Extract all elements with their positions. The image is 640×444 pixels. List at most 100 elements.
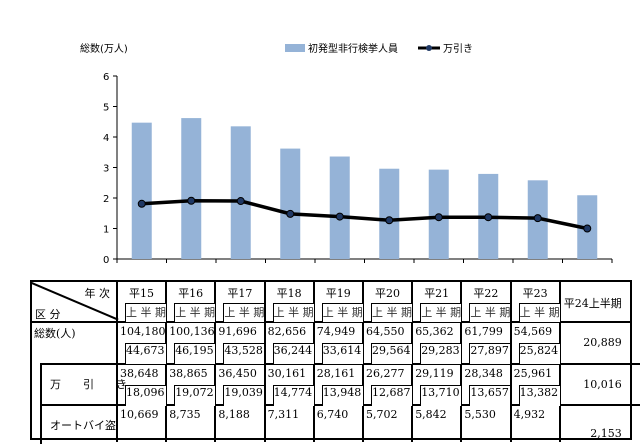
full-year-value: 5,842: [415, 408, 447, 421]
full-year-value: 30,161: [267, 367, 307, 380]
year-header: 平19: [325, 287, 351, 300]
column-divider: [460, 282, 463, 442]
y-tick-label: 1: [103, 225, 109, 236]
bar: [181, 118, 202, 259]
half-year-value: 19,039: [223, 385, 265, 406]
half-year-value: 13,948: [321, 385, 363, 406]
year-header: 平16: [178, 287, 204, 300]
full-year-value: 74,949: [316, 325, 356, 338]
full-year-value: 6,740: [316, 408, 349, 421]
column-divider: [116, 282, 118, 442]
year-header: 平17: [227, 287, 253, 300]
full-year-value: 7,311: [267, 408, 300, 421]
year-header: 平22: [473, 287, 499, 300]
column-divider: [558, 282, 561, 442]
column-divider: [411, 282, 414, 442]
half-period-header: 上 半 期: [272, 303, 314, 322]
half-year-value: 18,096: [125, 385, 166, 406]
row-divider: [40, 363, 640, 365]
y-tick-label: 3: [103, 164, 109, 175]
line-point: [236, 197, 245, 206]
line-point: [187, 196, 196, 205]
line-point: [484, 213, 493, 222]
bar: [379, 168, 400, 259]
row-divider: [32, 321, 632, 323]
line-point: [335, 212, 344, 221]
half-period-header: 上 半 期: [371, 303, 412, 322]
bar: [329, 156, 350, 259]
full-year-value: 26,277: [366, 367, 405, 380]
legend-line-label: 万引き: [443, 43, 473, 55]
half-year-value: 19,072: [174, 385, 216, 406]
year-header: 平15: [129, 287, 154, 300]
full-year-value: 64,550: [366, 325, 405, 338]
full-year-value: 28,348: [464, 367, 503, 380]
column-divider: [312, 282, 315, 442]
half-period-header: 上 半 期: [223, 303, 265, 322]
half-year-value: 12,687: [371, 385, 412, 406]
full-year-value: 5,530: [464, 408, 496, 421]
y-tick-label: 2: [103, 194, 109, 205]
legend-bar-swatch: [285, 44, 305, 52]
column-divider: [214, 282, 217, 442]
half-year-value: 36,244: [272, 343, 314, 364]
line-point: [286, 209, 295, 218]
column-divider: [362, 282, 364, 442]
last-column-header: 平24上半期: [563, 297, 622, 310]
column-divider: [165, 282, 168, 442]
last-column-value: 20,889: [583, 336, 622, 349]
half-year-value: 25,824: [518, 343, 560, 364]
half-period-header: 上 半 期: [518, 303, 560, 322]
half-period-header: 上 半 期: [420, 303, 462, 322]
full-year-value: 28,161: [316, 367, 356, 380]
full-year-value: 91,696: [218, 325, 257, 338]
half-year-value: 43,528: [223, 343, 265, 364]
half-year-value: 29,283: [420, 343, 462, 364]
line-point: [137, 199, 146, 208]
half-year-value: 13,657: [469, 385, 511, 406]
y-tick-label: 0: [103, 255, 109, 266]
y-axis-label: 総数(万人): [80, 42, 128, 55]
legend: 初発型非行検挙人員 万引き: [285, 42, 473, 55]
year-header: 平21: [424, 287, 450, 300]
row-label: オートバイ盗: [50, 419, 116, 432]
y-tick-label: 6: [103, 72, 109, 83]
half-period-header: 上 半 期: [125, 303, 166, 322]
half-year-value: 13,710: [420, 385, 462, 406]
row-label: 万 引 き: [50, 378, 127, 391]
year-header: 平20: [375, 287, 400, 300]
line-point: [385, 216, 394, 225]
y-tick-label: 5: [103, 103, 109, 114]
legend-line-marker: [426, 45, 432, 51]
full-year-value: 65,362: [415, 325, 454, 338]
half-period-header: 上 半 期: [321, 303, 363, 322]
column-divider: [263, 282, 266, 442]
half-year-value: 33,614: [321, 343, 363, 364]
half-year-value: 14,774: [272, 385, 314, 406]
full-year-value: 54,569: [513, 325, 553, 338]
bar: [131, 122, 152, 259]
last-column-value: 2,153: [590, 427, 622, 440]
line-point: [434, 213, 443, 222]
half-period-header: 上 半 期: [469, 303, 511, 322]
bar: [230, 126, 251, 259]
bar: [280, 148, 301, 259]
full-year-value: 38,865: [169, 367, 208, 380]
full-year-value: 5,702: [366, 408, 398, 421]
half-year-value: 27,897: [469, 343, 511, 364]
row-label: 総数(人): [34, 327, 76, 340]
half-year-value: 13,382: [518, 385, 560, 406]
full-year-value: 100,136: [169, 325, 215, 338]
full-year-value: 10,669: [120, 408, 159, 421]
y-tick-label: 4: [103, 133, 109, 144]
half-year-value: 46,195: [174, 343, 216, 364]
full-year-value: 61,799: [464, 325, 503, 338]
full-year-value: 25,961: [513, 367, 553, 380]
legend-bar-label: 初発型非行検挙人員: [308, 42, 398, 55]
indent-divider: [40, 364, 42, 444]
column-divider: [509, 282, 512, 442]
corner-category-label: 区 分: [35, 308, 61, 321]
half-year-value: 29,564: [371, 343, 412, 364]
line-point: [533, 214, 542, 223]
year-header: 平23: [522, 287, 548, 300]
